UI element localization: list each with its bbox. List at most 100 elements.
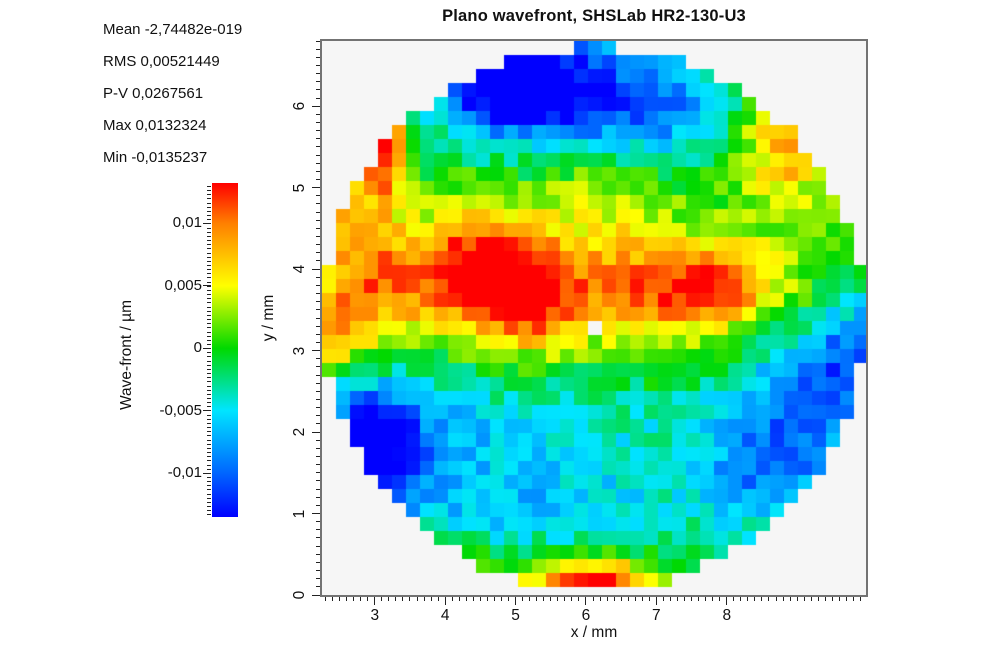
colorbar-minor-tick (207, 244, 211, 246)
colorbar-minor-tick (207, 339, 211, 341)
colorbar-minor-tick (207, 427, 211, 429)
colorbar-minor-tick (207, 198, 211, 200)
colorbar-minor-tick (207, 210, 211, 212)
x-minor-tick (486, 597, 488, 601)
x-minor-tick (416, 597, 418, 601)
x-minor-tick (451, 597, 453, 601)
x-minor-tick (775, 597, 777, 601)
x-minor-tick (430, 597, 432, 601)
x-minor-tick (634, 597, 636, 601)
y-tick-label: 4 (291, 264, 308, 274)
y-minor-tick (316, 496, 320, 498)
x-axis-label: x / mm (570, 624, 618, 641)
x-minor-tick (550, 597, 552, 601)
colorbar-minor-tick (207, 389, 211, 391)
y-minor-tick (316, 138, 320, 140)
colorbar-minor-tick (207, 377, 211, 379)
colorbar-minor-tick (207, 368, 211, 370)
x-minor-tick (543, 597, 545, 601)
colorbar-minor-tick (207, 314, 211, 316)
x-minor-tick (522, 597, 524, 601)
y-major-tick (312, 350, 320, 352)
x-minor-tick (409, 597, 411, 601)
y-minor-tick (316, 456, 320, 457)
colorbar-minor-tick (207, 223, 211, 225)
colorbar-minor-tick (207, 227, 211, 229)
x-minor-tick (831, 597, 833, 601)
y-minor-tick (316, 203, 320, 205)
x-minor-tick (796, 597, 798, 601)
y-minor-tick (316, 244, 320, 246)
colorbar-minor-tick (207, 343, 211, 345)
colorbar-minor-tick (207, 497, 211, 499)
y-minor-tick (316, 146, 320, 148)
colorbar-minor-tick (207, 439, 211, 441)
x-minor-tick (860, 597, 861, 601)
y-minor-tick (316, 553, 320, 555)
x-minor-tick (395, 597, 397, 601)
colorbar-minor-tick (207, 186, 211, 188)
colorbar-minor-tick (207, 260, 211, 262)
colorbar-minor-tick (207, 323, 211, 325)
x-tick-label: 8 (722, 607, 732, 624)
colorbar-minor-tick (207, 418, 211, 420)
x-minor-tick (705, 597, 707, 601)
colorbar-minor-tick (207, 402, 211, 404)
colorbar-minor-tick (207, 443, 211, 445)
x-minor-tick (691, 597, 693, 601)
y-tick-label: 5 (291, 183, 308, 192)
x-minor-tick (768, 597, 770, 601)
colorbar-minor-tick (207, 398, 211, 400)
x-major-tick (726, 597, 728, 605)
colorbar-minor-tick (207, 356, 211, 358)
y-minor-tick (316, 227, 320, 229)
y-minor-tick (316, 578, 320, 580)
x-minor-tick (360, 597, 362, 601)
y-minor-tick (316, 586, 320, 588)
colorbar-minor-tick (207, 352, 211, 354)
y-minor-tick (316, 236, 320, 238)
colorbar-minor-tick (207, 460, 211, 462)
y-minor-tick (316, 382, 320, 384)
colorbar-minor-tick (207, 456, 211, 458)
x-minor-tick (852, 597, 854, 601)
stat-line: P-V 0,0267561 (103, 85, 204, 102)
colorbar-minor-tick (207, 285, 211, 287)
y-minor-tick (316, 341, 320, 343)
y-tick-label: 2 (291, 427, 308, 437)
colorbar-minor-tick (207, 306, 211, 308)
y-minor-tick (316, 130, 320, 132)
x-minor-tick (472, 597, 474, 601)
y-minor-tick (316, 56, 320, 58)
colorbar-minor-tick (207, 468, 211, 470)
x-minor-tick (719, 597, 721, 601)
colorbar-tick-label: 0,01 (172, 214, 202, 232)
y-minor-tick (316, 333, 320, 335)
colorbar-minor-tick (207, 265, 211, 266)
y-minor-tick (316, 284, 320, 286)
colorbar-gradient (212, 183, 238, 517)
colorbar-minor-tick (207, 235, 211, 237)
y-minor-tick (316, 317, 320, 319)
x-minor-tick (367, 597, 369, 601)
y-major-tick (312, 513, 320, 515)
colorbar-minor-tick (207, 493, 211, 495)
x-minor-tick (803, 597, 805, 601)
x-minor-tick (564, 597, 566, 601)
stat-line: Mean -2,74482e-019 (103, 21, 243, 38)
y-tick-label: 3 (291, 346, 308, 355)
x-minor-tick (346, 597, 348, 601)
colorbar-minor-tick (207, 414, 211, 416)
x-minor-tick (353, 597, 355, 601)
x-minor-tick (789, 597, 791, 601)
y-minor-tick (316, 64, 320, 66)
colorbar-minor-tick (207, 360, 211, 362)
colorbar-minor-tick (207, 335, 211, 337)
y-minor-tick (316, 81, 320, 83)
y-minor-tick (316, 260, 320, 262)
y-minor-tick (316, 276, 320, 278)
x-minor-tick (508, 597, 510, 601)
x-minor-tick (332, 597, 334, 601)
y-minor-tick (316, 195, 320, 197)
x-tick-label: 4 (440, 607, 450, 624)
